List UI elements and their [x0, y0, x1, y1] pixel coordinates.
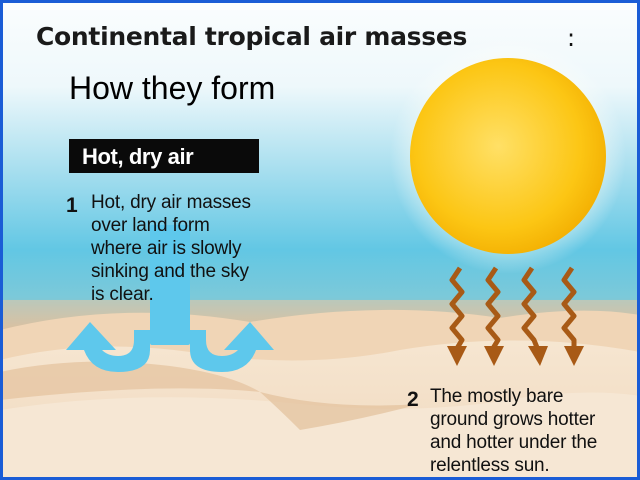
- dune-front: [0, 392, 640, 480]
- step-2-caption: The mostly bare ground grows hotter and …: [430, 385, 635, 477]
- label-badge: [69, 139, 259, 173]
- heat-wave-arrow-icon: [449, 266, 577, 352]
- step-1-line: where air is slowly: [91, 238, 242, 259]
- step-1-line: Hot, dry air masses: [91, 192, 251, 213]
- step-1-line: is clear.: [91, 284, 154, 305]
- heat-arrowheads: [447, 346, 584, 366]
- step-2-line: The mostly bare: [430, 386, 564, 407]
- step-2-line: ground grows hotter: [430, 409, 596, 430]
- step-1-caption: Hot, dry air masses over land form where…: [91, 191, 291, 306]
- title-colon: :: [567, 24, 576, 52]
- step-1-number: 1: [66, 194, 78, 217]
- step-2-line: and hotter under the: [430, 432, 598, 453]
- step-2-number: 2: [407, 388, 419, 411]
- diagram-title: Continental tropical air masses: [36, 22, 468, 51]
- dune-ridge: [260, 392, 420, 430]
- diagram-subtitle: How they form: [69, 70, 276, 106]
- step-2-line: relentless sun.: [430, 455, 550, 476]
- label-badge-text: Hot, dry air: [82, 144, 194, 169]
- step-1-line: sinking and the sky: [91, 261, 249, 282]
- sun-icon: [410, 58, 606, 254]
- sinking-air-arrow-icon: [66, 225, 274, 372]
- step-1-line: over land form: [91, 215, 210, 236]
- dune-shadow: [0, 361, 260, 400]
